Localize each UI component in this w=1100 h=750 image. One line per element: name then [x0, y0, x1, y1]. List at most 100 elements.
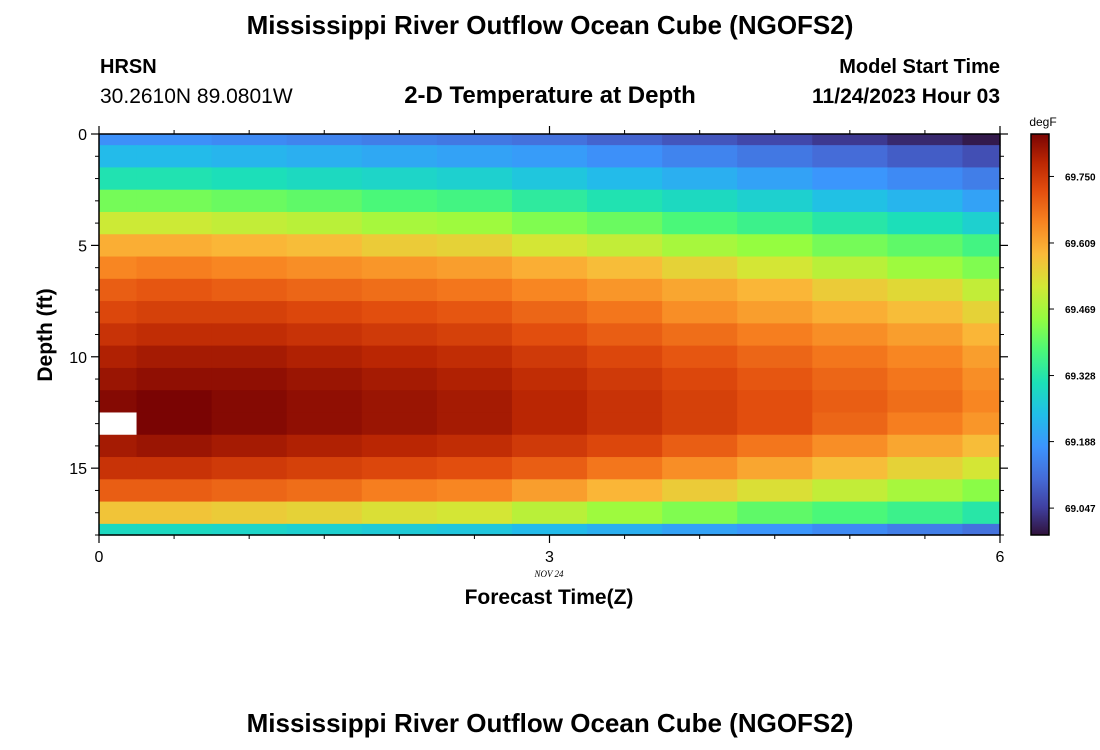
heatmap-cell	[887, 457, 964, 480]
heatmap-cell	[99, 479, 138, 503]
heatmap-cell	[286, 434, 363, 458]
heatmap-cell	[737, 234, 813, 258]
heatmap-cell	[286, 367, 363, 391]
heatmap-cell	[286, 501, 363, 525]
heatmap-cell	[662, 479, 738, 503]
heatmap-cell	[361, 134, 438, 146]
heatmap-cell	[99, 457, 138, 480]
heatmap-cell	[136, 301, 213, 324]
x-tick-label: 0	[95, 549, 104, 566]
heatmap-cell	[662, 167, 738, 191]
heatmap-cell	[286, 256, 363, 280]
heatmap-cell	[211, 479, 288, 503]
heatmap-cell	[962, 167, 1001, 191]
heatmap-cell	[887, 256, 964, 280]
y-tick-label: 0	[78, 127, 87, 144]
heatmap-cell	[962, 390, 1001, 414]
heatmap-cell	[436, 345, 513, 369]
heatmap-cell	[887, 134, 964, 146]
heatmap-cell	[136, 167, 213, 191]
heatmap-cell	[662, 501, 738, 525]
x-tick-label: 6	[996, 549, 1005, 566]
heatmap-cell	[511, 189, 588, 213]
heatmap-cell	[136, 479, 213, 503]
heatmap-cell	[211, 412, 288, 436]
heatmap-cell	[211, 501, 288, 525]
heatmap-cell	[962, 479, 1001, 503]
heatmap-cell	[99, 234, 138, 258]
heatmap-cell	[812, 145, 888, 169]
heatmap-cell	[662, 523, 738, 536]
heatmap-cell	[286, 390, 363, 414]
heatmap-cell	[511, 256, 588, 280]
heatmap-cell	[211, 256, 288, 280]
heatmap-cell	[962, 145, 1001, 169]
heatmap-cell	[737, 390, 813, 414]
heatmap-cell	[436, 323, 513, 347]
colorbar: 69.047 69.188 69.328 69.469 69.609 69.750	[1030, 133, 1096, 536]
heatmap-cell	[286, 523, 363, 536]
heatmap-cell	[887, 479, 964, 503]
heatmap-cell	[962, 434, 1001, 458]
heatmap-cell	[136, 189, 213, 213]
heatmap-cell	[361, 523, 438, 536]
heatmap-cell	[887, 189, 964, 213]
heatmap-cell	[812, 278, 888, 302]
heatmap-cell	[887, 234, 964, 258]
heatmap-cell	[587, 323, 663, 347]
x-axis-label: Forecast Time(Z)	[465, 586, 634, 609]
colorbar-tick-label: 69.750	[1065, 172, 1096, 183]
heatmap-cell	[286, 211, 363, 235]
heatmap-cell	[737, 367, 813, 391]
heatmap-cell	[587, 457, 663, 480]
heatmap-cell	[286, 234, 363, 258]
heatmap-cell	[662, 457, 738, 480]
heatmap-cell	[361, 323, 438, 347]
heatmap-cell	[887, 323, 964, 347]
heatmap-cell	[812, 434, 888, 458]
heatmap-cell	[587, 167, 663, 191]
heatmap-cell	[136, 412, 213, 436]
heatmap-cell	[887, 345, 964, 369]
heatmap-cell	[99, 256, 138, 280]
heatmap-cell	[136, 434, 213, 458]
heatmap-cell	[812, 345, 888, 369]
heatmap-cell	[662, 367, 738, 391]
heatmap-cell	[812, 256, 888, 280]
heatmap-cell	[361, 189, 438, 213]
heatmap-cell	[436, 523, 513, 536]
heatmap-cell	[662, 323, 738, 347]
heatmap-cell	[662, 345, 738, 369]
heatmap-cell	[737, 256, 813, 280]
heatmap-cell	[136, 367, 213, 391]
heatmap-cell	[286, 457, 363, 480]
heatmap-cell	[962, 211, 1001, 235]
heatmap-cell	[662, 145, 738, 169]
heatmap-cell	[361, 345, 438, 369]
heatmap-cell	[587, 301, 663, 324]
heatmap-cell	[737, 457, 813, 480]
heatmap-cell	[99, 211, 138, 235]
heatmap-cell	[99, 501, 138, 525]
heatmap-cell	[511, 457, 588, 480]
heatmap-cell	[286, 301, 363, 324]
heatmap-cell	[361, 412, 438, 436]
heatmap-cell	[737, 523, 813, 536]
heatmap-cell	[136, 134, 213, 146]
heatmap-cell	[511, 479, 588, 503]
heatmap-cell	[136, 345, 213, 369]
heatmap-cell	[136, 501, 213, 525]
heatmap-cell	[737, 501, 813, 525]
heatmap-cell	[587, 211, 663, 235]
heatmap-cell	[511, 367, 588, 391]
heatmap-cell	[436, 501, 513, 525]
heatmap-cell	[511, 301, 588, 324]
heatmap-cell	[812, 457, 888, 480]
heatmap-cell	[361, 479, 438, 503]
heatmap-cell	[662, 390, 738, 414]
heatmap-cell	[511, 167, 588, 191]
model-start-value: 11/24/2023 Hour 03	[812, 85, 1000, 108]
heatmap-cell	[136, 145, 213, 169]
heatmap-cell	[662, 189, 738, 213]
heatmap-cell	[436, 457, 513, 480]
